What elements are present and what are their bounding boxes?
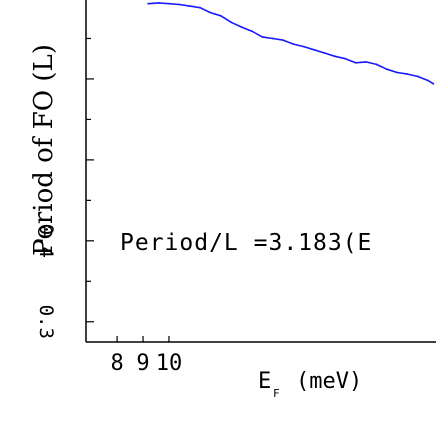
y-axis-label: Period of FO (L) xyxy=(29,44,59,256)
data-point xyxy=(334,55,336,58)
data-point xyxy=(417,75,419,78)
data-point xyxy=(432,82,435,85)
data-point xyxy=(271,37,274,40)
y-tick-label: 0.3 xyxy=(35,305,57,339)
data-point xyxy=(365,61,367,63)
data-point xyxy=(230,21,233,24)
data-point xyxy=(282,39,284,41)
x-tick-label: 8 xyxy=(110,351,123,376)
data-point xyxy=(188,5,191,7)
data-point xyxy=(344,57,347,60)
data-point xyxy=(313,48,315,51)
data-point xyxy=(240,26,243,28)
data-point xyxy=(209,11,212,14)
data-point xyxy=(178,3,181,6)
x-tick-label: 10 xyxy=(156,351,183,376)
data-point xyxy=(302,45,305,48)
data-point xyxy=(251,30,253,33)
annotation-text: Period/L =3.183(E xyxy=(120,230,372,256)
data-point xyxy=(323,52,326,54)
data-point xyxy=(199,6,202,9)
data-point xyxy=(261,36,264,38)
ticks-layer: 0.4 0.3 8 9 10 xyxy=(35,37,183,376)
data-point xyxy=(385,68,388,71)
x-axis-label-subscript: F xyxy=(273,387,280,400)
chart-axes xyxy=(85,0,436,343)
series-layer xyxy=(147,2,435,85)
series-line xyxy=(148,2,434,85)
data-point xyxy=(427,79,430,82)
data-point xyxy=(147,2,150,5)
data-point xyxy=(396,71,398,74)
y-tick-label: 0.4 xyxy=(35,224,57,258)
x-tick-label: 9 xyxy=(136,351,149,376)
x-axis-label: E xyxy=(258,369,271,394)
data-point xyxy=(375,63,378,66)
data-point xyxy=(292,43,295,45)
data-point xyxy=(219,14,222,17)
data-point xyxy=(157,2,160,4)
x-axis-label-unit: (meV) xyxy=(296,369,362,394)
data-point xyxy=(168,2,170,5)
data-point xyxy=(354,61,357,64)
data-point xyxy=(406,73,409,75)
